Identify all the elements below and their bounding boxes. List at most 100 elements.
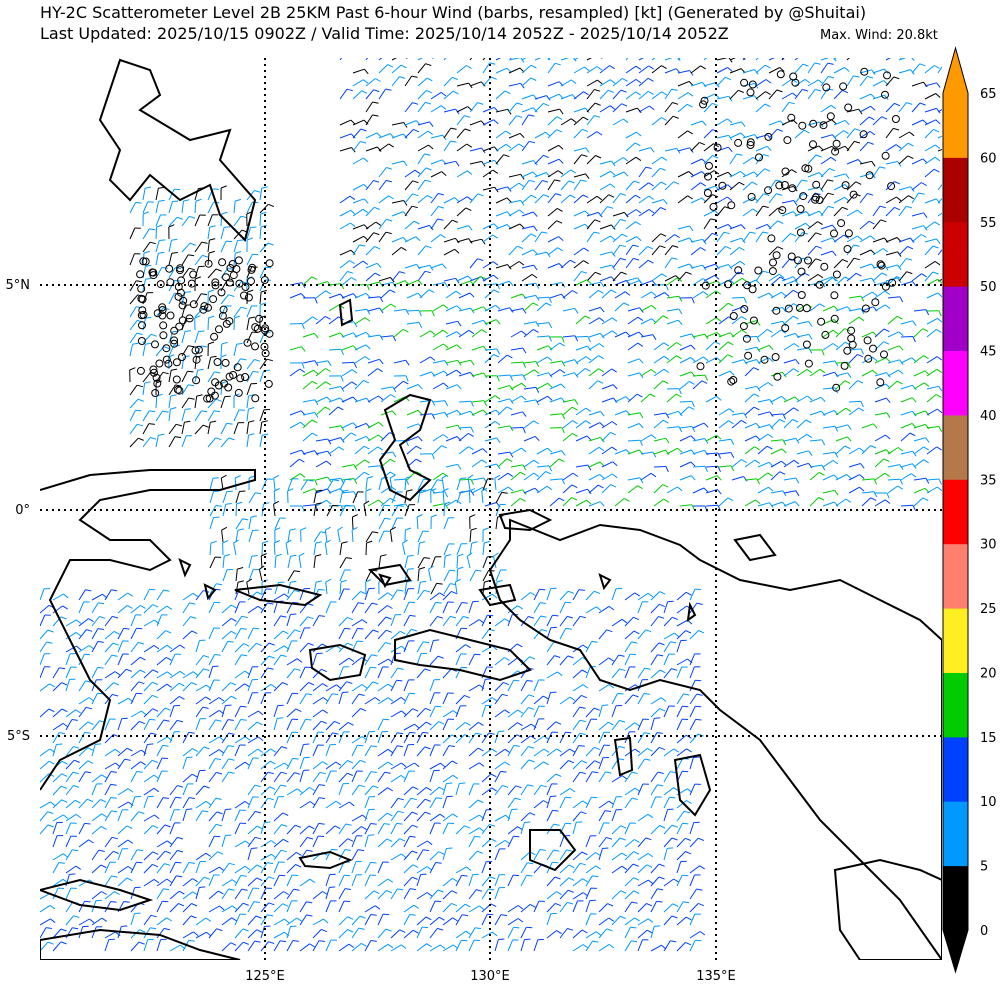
wind-barb: [664, 275, 676, 282]
wind-barb: [521, 114, 529, 126]
wind-barb-flag: [379, 358, 384, 365]
wind-barb: [129, 306, 137, 318]
wind-barb-flag: [191, 682, 198, 686]
wind-barb-flag: [543, 102, 550, 107]
wind-barb: [560, 118, 572, 126]
wind-barb-flag: [426, 866, 433, 871]
wind-barb-flag: [140, 761, 146, 766]
wind-barb: [637, 929, 648, 939]
wind-barb: [351, 591, 361, 601]
wind-barb: [650, 926, 655, 939]
wind-barb-flag: [136, 771, 143, 773]
wind-barb: [781, 119, 794, 126]
wind-barb-flag: [97, 628, 104, 630]
wind-barb: [666, 319, 679, 325]
wind-barb: [781, 233, 791, 243]
wind-barb-flag: [241, 654, 248, 657]
wind-barb: [744, 385, 757, 390]
wind-barb-flag: [478, 762, 485, 767]
wind-barb: [926, 394, 937, 403]
wind-barb: [507, 614, 513, 627]
wind-barb: [143, 927, 151, 939]
wind-barb-flag: [592, 771, 599, 774]
wind-barb: [129, 253, 135, 266]
wind-barb: [913, 410, 926, 416]
wind-barb-flag: [631, 771, 638, 774]
wind-barb: [523, 321, 536, 325]
wind-barb-flag: [870, 249, 876, 255]
wind-barb: [339, 271, 348, 282]
wind-barb: [781, 258, 791, 269]
wind-barb: [234, 670, 246, 679]
wind-barb-flag: [346, 88, 353, 92]
wind-barb-flag: [345, 823, 352, 826]
wind-barb-flag: [284, 931, 290, 937]
wind-barb-flag: [636, 236, 642, 242]
wind-barb-flag: [923, 212, 928, 218]
wind-barb: [364, 890, 375, 900]
wind-barb-flag: [743, 359, 748, 365]
wind-barb: [900, 357, 913, 364]
wind-barb-flag: [488, 888, 495, 891]
wind-barb: [718, 465, 731, 468]
wind-barb-flag: [231, 917, 237, 922]
wind-barb: [458, 426, 472, 429]
wind-barb-flag: [50, 801, 56, 807]
wind-barb-flag: [240, 875, 247, 877]
wind-barb-flag: [98, 849, 105, 852]
wind-barb-flag: [205, 917, 212, 922]
wind-barb-flag: [424, 798, 431, 802]
wind-barb: [640, 434, 652, 442]
wind-barb-flag: [741, 459, 747, 464]
wind-barb: [572, 851, 583, 861]
wind-barb-flag: [633, 257, 640, 261]
wind-barb: [924, 119, 937, 126]
wind-barb: [599, 194, 610, 204]
wind-barb: [547, 247, 558, 256]
wind-barb-flag: [802, 88, 809, 92]
wind-barb: [705, 317, 717, 325]
wind-barb-flag: [647, 592, 654, 598]
wind-barb: [729, 153, 738, 165]
wind-barb: [562, 399, 575, 403]
wind-barb-flag: [558, 158, 564, 164]
wind-barb: [143, 814, 155, 822]
wind-barb-flag: [236, 342, 243, 345]
wind-barb: [494, 618, 505, 627]
wind-barb-flag: [400, 944, 407, 949]
wind-barb-flag: [509, 451, 514, 458]
wind-barb-flag: [227, 719, 234, 721]
wind-barb: [442, 760, 453, 770]
wind-barb-flag: [925, 309, 930, 316]
wind-barb: [676, 591, 687, 601]
wind-barb-flag: [321, 928, 328, 933]
wind-barb-flag: [912, 463, 917, 469]
wind-barb: [679, 425, 692, 429]
wind-barb-flag: [295, 708, 302, 713]
wind-barb: [220, 396, 226, 409]
wind-barb: [315, 438, 328, 442]
wind-barb: [406, 436, 419, 442]
wind-barb: [416, 746, 426, 757]
wind-barb-flag: [618, 654, 625, 657]
wind-barb-flag: [261, 186, 268, 189]
wind-barb-flag: [465, 644, 471, 649]
wind-barb: [391, 64, 402, 74]
wind-barb: [807, 62, 816, 74]
wind-barb: [676, 705, 683, 718]
wind-barb: [143, 825, 153, 835]
wind-barb-flag: [894, 206, 901, 211]
wind-barb: [273, 903, 284, 913]
wind-barb: [142, 333, 152, 344]
wind-barb-flag: [730, 452, 735, 459]
wind-barb: [104, 810, 112, 822]
wind-barb-flag: [282, 682, 289, 686]
wind-barb: [221, 604, 232, 614]
wind-barb-flag: [145, 342, 152, 345]
wind-barb-flag: [478, 721, 484, 726]
wind-barb-flag: [739, 260, 746, 266]
wind-barb-flag: [688, 81, 694, 87]
wind-barb: [624, 630, 635, 640]
wind-barb-flag: [97, 666, 104, 669]
wind-barb: [820, 250, 833, 256]
